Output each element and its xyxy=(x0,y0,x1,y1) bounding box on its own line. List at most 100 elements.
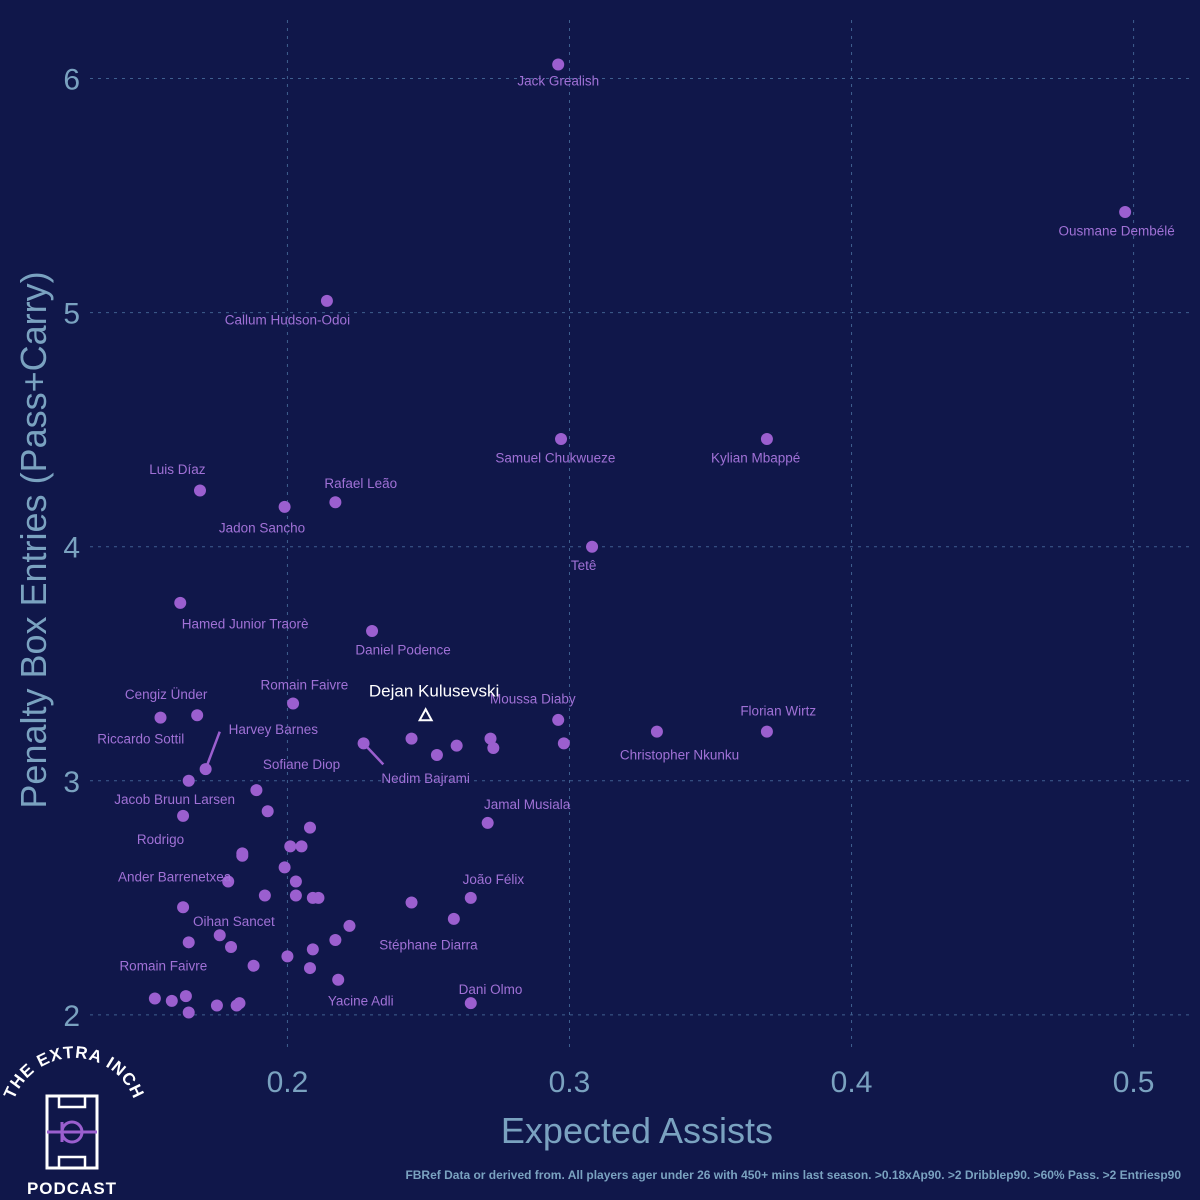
point-labels: Jack Grealish Ousmane Dembélé Callum Hudso… xyxy=(97,74,1175,1009)
point-label-cengiz-under: Cengiz Ünder xyxy=(125,687,208,702)
data-point-15 xyxy=(760,725,773,738)
y-tick-label: 3 xyxy=(63,766,80,799)
data-point-11 xyxy=(287,697,300,710)
point-label-jadon-sancho: Jadon Sancho xyxy=(219,521,305,536)
point-label-tete: Tetê xyxy=(571,558,597,573)
data-point-24 xyxy=(487,742,500,755)
data-point-14 xyxy=(552,713,565,726)
data-point-54 xyxy=(304,962,316,975)
data-point-20 xyxy=(405,732,418,745)
data-point-21 xyxy=(430,749,443,762)
point-label-ousmane-dembele: Ousmane Dembélé xyxy=(1059,223,1175,238)
data-point-63 xyxy=(464,997,477,1010)
data-point-46 xyxy=(343,919,356,932)
grid-layer xyxy=(90,20,1190,1050)
point-label-jack-grealish: Jack Grealish xyxy=(517,74,599,89)
data-point-32 xyxy=(295,840,308,853)
data-point-13 xyxy=(191,709,204,722)
y-tick-label: 5 xyxy=(63,298,80,331)
data-point-12 xyxy=(154,711,167,724)
highlight-marker-dejan-kulusevski xyxy=(417,707,434,722)
data-point-58 xyxy=(179,990,192,1003)
football-pitch-icon xyxy=(45,1094,99,1170)
data-point-49 xyxy=(182,936,195,949)
point-label-romain-faivre: Romain Faivre xyxy=(260,678,348,693)
data-point-30 xyxy=(481,816,494,829)
x-tick-label: 0.3 xyxy=(549,1066,591,1099)
data-point-57 xyxy=(165,994,178,1007)
data-point-59 xyxy=(210,999,223,1012)
data-point-2 xyxy=(320,294,333,307)
data-point-26 xyxy=(250,784,263,797)
data-point-0 xyxy=(552,58,565,71)
data-point-10 xyxy=(366,624,379,637)
point-label-rafael-leao: Rafael Leão xyxy=(324,476,397,491)
data-point-61 xyxy=(233,997,246,1010)
y-tick-label: 6 xyxy=(63,64,80,97)
data-point-3 xyxy=(555,433,568,446)
data-point-55 xyxy=(332,973,345,986)
point-label-romain-faivre: Romain Faivre xyxy=(119,958,207,973)
data-point-9 xyxy=(174,596,187,609)
data-point-23 xyxy=(484,732,497,745)
point-label-jamal-musiala: Jamal Musiala xyxy=(484,797,571,812)
data-point-29 xyxy=(304,821,316,834)
point-label-stephane-diarra: Stéphane Diarra xyxy=(379,937,478,952)
data-point-18 xyxy=(182,774,195,787)
data-point-31 xyxy=(284,840,297,853)
point-label-luis-diaz: Luis Díaz xyxy=(149,462,206,477)
podcast-logo: THE EXTRA INCH PODCAST xyxy=(0,1043,148,1198)
y-tick-label: 4 xyxy=(63,532,80,565)
data-point-50 xyxy=(225,941,238,953)
data-point-35 xyxy=(278,861,291,874)
data-point-27 xyxy=(261,805,274,818)
data-point-53 xyxy=(247,959,260,972)
point-label-nedim-bajrami: Nedim Bajrami xyxy=(381,771,470,786)
point-label-christopher-nkunku: Christopher Nkunku xyxy=(620,748,739,763)
point-label-harvey-barnes: Harvey Barnes xyxy=(229,722,319,737)
x-tick-label: 0.4 xyxy=(831,1066,873,1099)
point-label-moussa-diaby: Moussa Diaby xyxy=(490,692,576,707)
data-point-39 xyxy=(289,889,302,902)
logo-top-text: THE EXTRA INCH xyxy=(0,1043,148,1102)
point-label-riccardo-sottil: Riccardo Sottil xyxy=(97,731,184,746)
point-label-hamed-junior-traore: Hamed Junior Traorè xyxy=(182,617,309,632)
data-point-52 xyxy=(281,950,294,963)
leader-line-0 xyxy=(204,731,221,770)
data-point-5 xyxy=(194,484,206,497)
data-point-38 xyxy=(258,889,271,902)
point-label-dani-olmo: Dani Olmo xyxy=(459,982,523,997)
point-label-florian-wirtz: Florian Wirtz xyxy=(740,703,816,718)
data-point-16 xyxy=(650,725,663,738)
data-points xyxy=(148,58,1132,1019)
point-label-ander-barrenetxea: Ander Barrenetxea xyxy=(118,869,232,884)
point-label-rodrigo: Rodrigo xyxy=(137,832,184,847)
data-point-41 xyxy=(312,891,325,904)
data-point-34 xyxy=(236,849,249,862)
data-point-7 xyxy=(329,496,342,509)
data-point-43 xyxy=(464,891,477,904)
point-label-jacob-bruun-larsen: Jacob Bruun Larsen xyxy=(114,792,235,807)
point-label-joao-felix: João Félix xyxy=(463,872,525,887)
point-label-daniel-podence: Daniel Podence xyxy=(355,642,450,657)
x-tick-label: 0.5 xyxy=(1113,1066,1155,1099)
point-label-samuel-chukwueze: Samuel Chukwueze xyxy=(495,450,615,465)
data-point-56 xyxy=(148,992,161,1005)
data-point-42 xyxy=(405,896,418,909)
point-label-kylian-mbappe: Kylian Mbappé xyxy=(711,450,800,465)
data-point-4 xyxy=(760,433,773,446)
data-point-36 xyxy=(222,875,235,888)
highlight-label: Dejan Kulusevski xyxy=(369,682,499,701)
highlight-group: Dejan Kulusevski xyxy=(369,682,499,722)
point-label-oihan-sancet: Oihan Sancet xyxy=(193,914,275,929)
data-point-19 xyxy=(357,737,370,750)
data-point-22 xyxy=(450,739,463,752)
x-axis-title: Expected Assists xyxy=(501,1110,773,1151)
point-label-callum-hudson-odoi: Callum Hudson-Odoi xyxy=(225,312,350,327)
x-tick-label: 0.2 xyxy=(267,1066,309,1099)
data-point-17 xyxy=(199,763,212,776)
data-point-37 xyxy=(289,875,302,888)
data-point-1 xyxy=(1119,205,1132,218)
point-label-yacine-adli: Yacine Adli xyxy=(328,994,394,1009)
